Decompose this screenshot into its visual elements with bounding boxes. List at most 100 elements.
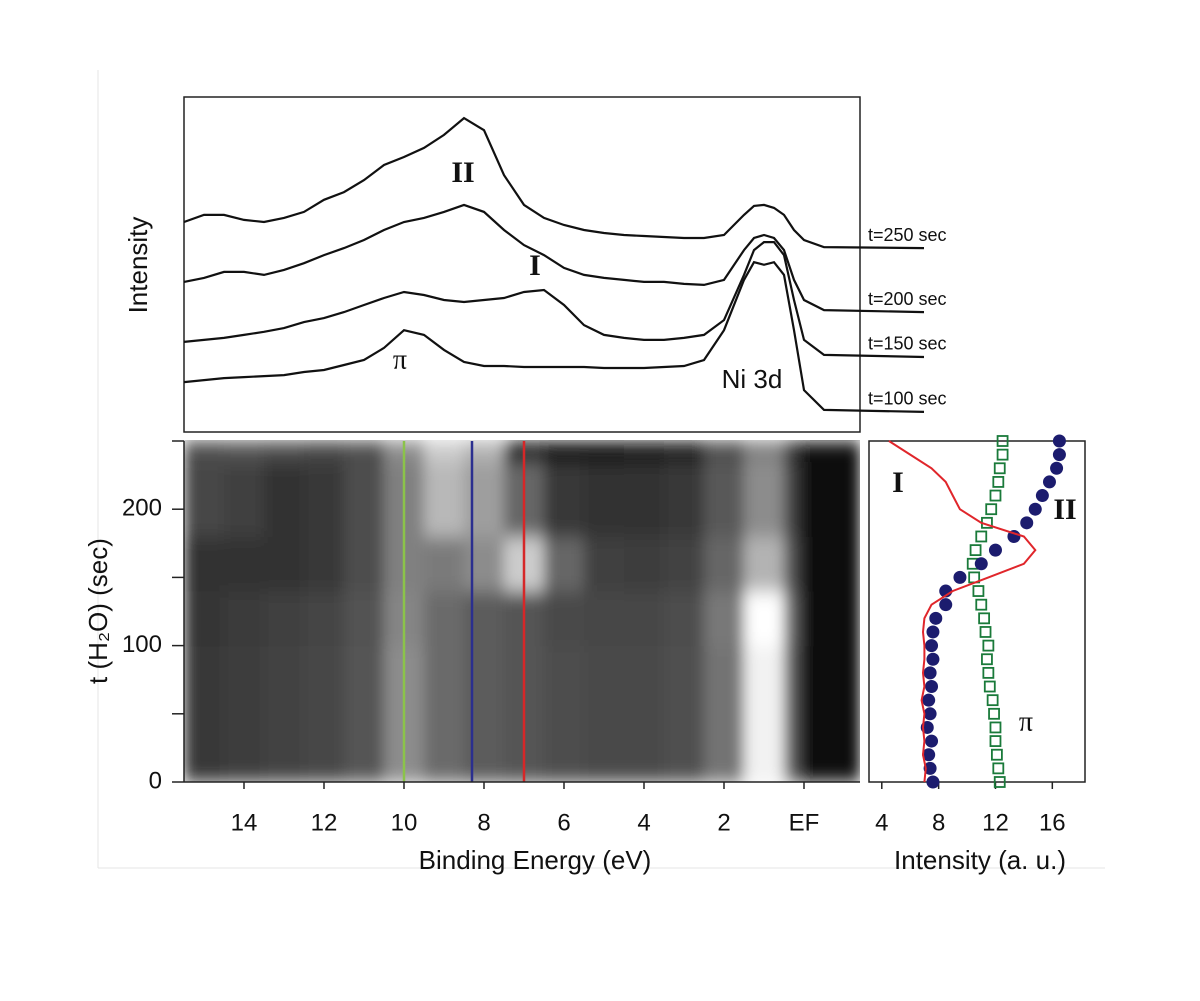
series-label: t=250 sec [868, 225, 947, 245]
heatmap-cell [424, 713, 465, 782]
annotation: Ni 3d [722, 364, 783, 394]
x-tick-label: 8 [932, 809, 945, 836]
heatmap-cell [744, 536, 785, 592]
heatmap-cell [744, 441, 785, 462]
profile-point [1028, 502, 1042, 516]
heatmap-cell [664, 713, 705, 782]
profile-point [982, 666, 995, 679]
heatmap-cell [800, 461, 860, 537]
heatmap-cell [744, 461, 785, 537]
heatmap-cell [784, 461, 801, 537]
profile-point [926, 652, 940, 666]
profile-point [1050, 461, 1064, 475]
profile-point [996, 435, 1009, 447]
profile-line [888, 440, 1037, 783]
profile-point [988, 707, 1000, 720]
heatmap-cell [784, 441, 801, 462]
heatmap-cell [800, 713, 860, 782]
profile-point [969, 544, 982, 557]
heatmap-cell [584, 461, 625, 537]
profile-point [982, 639, 995, 652]
heatmap-cell [704, 645, 745, 715]
heatmap-cell [744, 713, 785, 782]
spectrum-line [183, 116, 925, 250]
heatmap-cell [184, 645, 225, 715]
heatmap-cell [304, 645, 345, 715]
heatmap-cell [800, 441, 860, 462]
heatmap-cell [704, 591, 745, 647]
annotation: I [529, 249, 541, 282]
heatmap-cell [784, 713, 801, 782]
heatmap-cell [544, 461, 585, 537]
series-label: II [1053, 493, 1076, 526]
profile-point [983, 680, 996, 693]
profile-point [925, 639, 939, 653]
heatmap-cell [544, 441, 585, 462]
y-tick-label: 0 [149, 767, 162, 794]
heatmap-cell [264, 591, 305, 647]
series-label: t=150 sec [868, 334, 947, 354]
profile-point [988, 543, 1002, 557]
profile-point [922, 748, 936, 762]
heatmap-cell [544, 713, 585, 782]
x-tick-label: 6 [557, 809, 570, 836]
heatmap-cell [544, 536, 585, 592]
profile-point [923, 761, 937, 775]
heatmap-cell [304, 536, 345, 592]
profile-point [925, 734, 939, 748]
heatmap-cell [264, 536, 305, 592]
x-tick-label: 10 [391, 809, 418, 836]
heatmap-cell [184, 713, 225, 782]
series-label: I [892, 466, 904, 499]
x-tick-label: 14 [231, 809, 258, 836]
heatmap-cell [624, 536, 665, 592]
heatmap-cell [224, 591, 265, 647]
heatmap-cell [224, 536, 265, 592]
heatmap-cells [184, 441, 860, 782]
heatmap-cell [304, 441, 345, 462]
series-label: π [1019, 706, 1033, 737]
profile-point [989, 735, 1002, 747]
heatmap-cell [184, 461, 225, 537]
heatmap-cell [224, 645, 265, 715]
heatmap-cell [744, 645, 785, 715]
heatmap-cell [584, 441, 625, 462]
profile-point [978, 612, 991, 625]
heatmap-cell [224, 461, 265, 537]
heatmap-cell [664, 645, 705, 715]
profile-point [992, 762, 1005, 775]
profile-point [925, 680, 939, 694]
x-tick-label: 4 [875, 809, 888, 836]
heatmap-cell [664, 461, 705, 537]
heatmap-cell [304, 713, 345, 782]
heatmap-cell [624, 441, 665, 462]
heatmap-cell [800, 536, 860, 592]
profile-point [985, 503, 998, 516]
heatmap-cell [544, 591, 585, 647]
heatmap-cell [344, 713, 385, 782]
profile-point [992, 476, 1005, 488]
heatmap-cell [344, 461, 385, 537]
x-tick-label: 4 [637, 809, 650, 836]
spectrum-line [183, 241, 925, 359]
heatmap-cell [304, 591, 345, 647]
profile-point [974, 557, 988, 571]
heatmap-cell [184, 441, 225, 462]
heatmap-cell [464, 536, 505, 592]
x-tick-label: 12 [982, 809, 1009, 836]
heatmap-cell [784, 536, 801, 592]
heatmap-cell [464, 645, 505, 715]
heatmap-cell [624, 591, 665, 647]
heatmap-cell [264, 461, 305, 537]
profile-point [975, 530, 988, 543]
heatmap-cell [264, 441, 305, 462]
profile-point [1020, 516, 1034, 530]
heatmap-cell [344, 536, 385, 592]
heatmap-cell [224, 713, 265, 782]
profile-point [996, 448, 1009, 461]
x-tick-label: 12 [311, 809, 338, 836]
heatmap-cell [624, 645, 665, 715]
heatmap-cell [544, 645, 585, 715]
profile-point [923, 666, 937, 680]
